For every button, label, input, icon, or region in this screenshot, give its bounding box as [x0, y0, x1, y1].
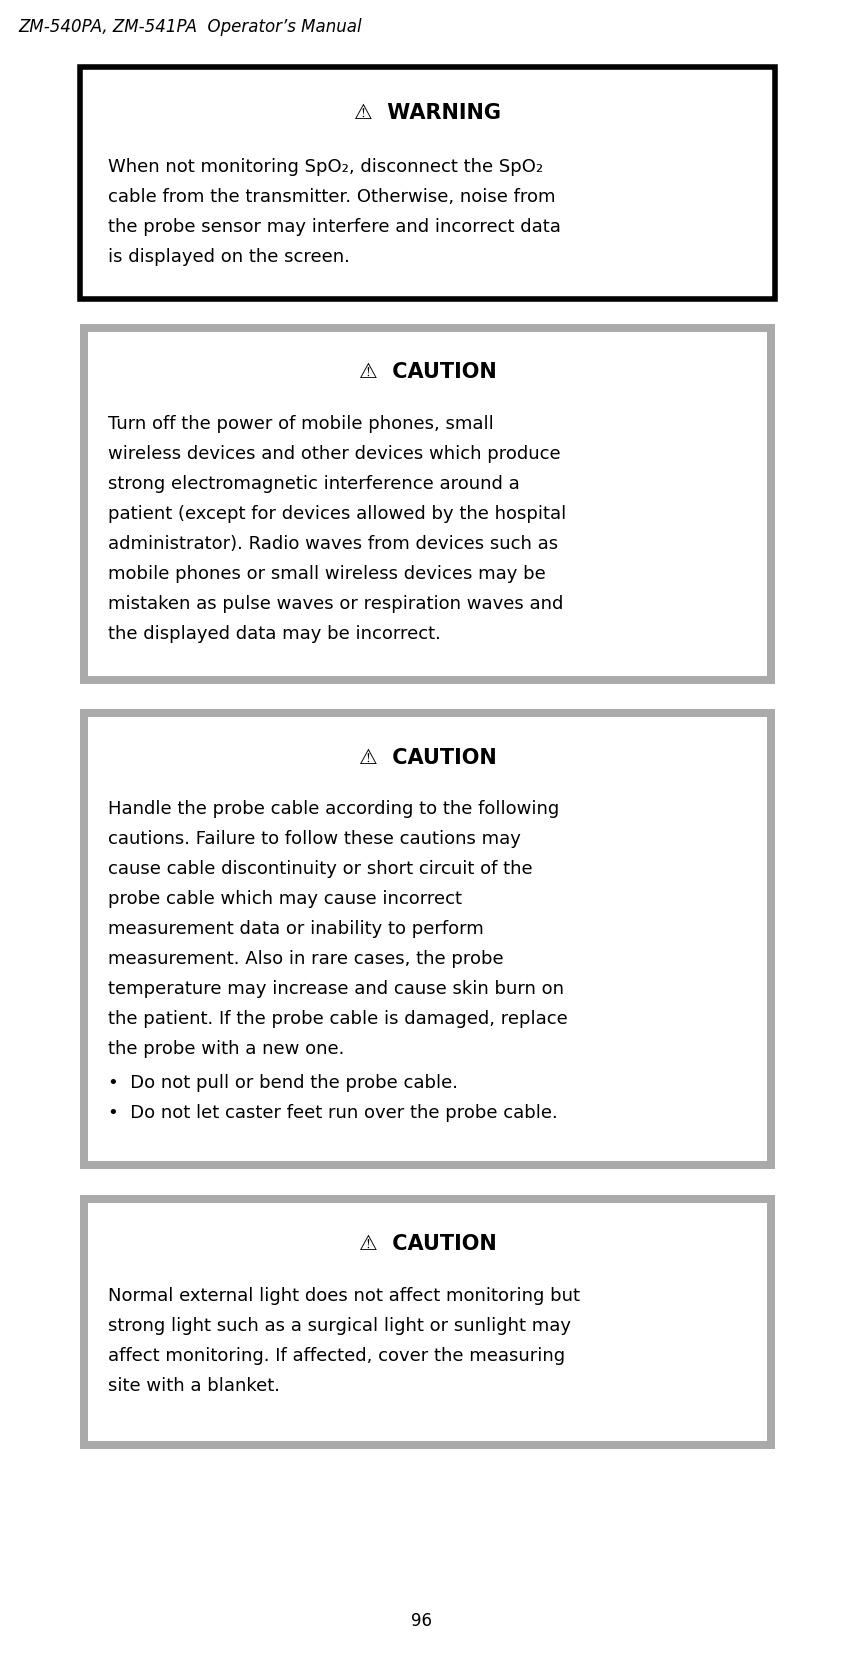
Text: 96: 96: [411, 1610, 432, 1629]
Text: Handle the probe cable according to the following: Handle the probe cable according to the …: [108, 799, 559, 818]
Bar: [88, 333, 767, 677]
Text: cause cable discontinuity or short circuit of the: cause cable discontinuity or short circu…: [108, 859, 533, 877]
Bar: [80, 68, 775, 300]
Text: ⚠  CAUTION: ⚠ CAUTION: [358, 362, 497, 382]
Text: •  Do not let caster feet run over the probe cable.: • Do not let caster feet run over the pr…: [108, 1104, 558, 1122]
Text: strong electromagnetic interference around a: strong electromagnetic interference arou…: [108, 475, 520, 493]
Text: the patient. If the probe cable is damaged, replace: the patient. If the probe cable is damag…: [108, 1010, 567, 1028]
Bar: [88, 1203, 767, 1442]
Text: ZM-540PA, ZM-541PA  Operator’s Manual: ZM-540PA, ZM-541PA Operator’s Manual: [18, 18, 362, 36]
Bar: [80, 1195, 775, 1450]
Text: affect monitoring. If affected, cover the measuring: affect monitoring. If affected, cover th…: [108, 1346, 565, 1364]
Text: the probe with a new one.: the probe with a new one.: [108, 1039, 345, 1058]
Text: Turn off the power of mobile phones, small: Turn off the power of mobile phones, sma…: [108, 415, 494, 432]
Text: ⚠  CAUTION: ⚠ CAUTION: [358, 748, 497, 768]
Text: measurement data or inability to perform: measurement data or inability to perform: [108, 920, 484, 937]
Text: the displayed data may be incorrect.: the displayed data may be incorrect.: [108, 624, 441, 642]
Bar: [88, 718, 767, 1162]
Text: ⚠  CAUTION: ⚠ CAUTION: [358, 1233, 497, 1253]
Text: temperature may increase and cause skin burn on: temperature may increase and cause skin …: [108, 980, 564, 998]
Text: site with a blanket.: site with a blanket.: [108, 1377, 280, 1394]
Text: cautions. Failure to follow these cautions may: cautions. Failure to follow these cautio…: [108, 829, 521, 847]
Text: mobile phones or small wireless devices may be: mobile phones or small wireless devices …: [108, 564, 545, 583]
Text: When not monitoring SpO₂, disconnect the SpO₂: When not monitoring SpO₂, disconnect the…: [108, 157, 543, 175]
Text: mistaken as pulse waves or respiration waves and: mistaken as pulse waves or respiration w…: [108, 594, 563, 612]
Text: is displayed on the screen.: is displayed on the screen.: [108, 248, 350, 266]
Text: probe cable which may cause incorrect: probe cable which may cause incorrect: [108, 889, 462, 907]
Text: patient (except for devices allowed by the hospital: patient (except for devices allowed by t…: [108, 505, 566, 523]
Bar: [80, 324, 775, 685]
Text: measurement. Also in rare cases, the probe: measurement. Also in rare cases, the pro…: [108, 950, 503, 968]
Text: wireless devices and other devices which produce: wireless devices and other devices which…: [108, 445, 561, 463]
Bar: [80, 710, 775, 1170]
Text: the probe sensor may interfere and incorrect data: the probe sensor may interfere and incor…: [108, 218, 561, 237]
Text: •  Do not pull or bend the probe cable.: • Do not pull or bend the probe cable.: [108, 1074, 458, 1091]
Text: ⚠  WARNING: ⚠ WARNING: [354, 103, 501, 122]
Text: administrator). Radio waves from devices such as: administrator). Radio waves from devices…: [108, 535, 558, 553]
Text: strong light such as a surgical light or sunlight may: strong light such as a surgical light or…: [108, 1316, 571, 1334]
Text: cable from the transmitter. Otherwise, noise from: cable from the transmitter. Otherwise, n…: [108, 189, 556, 205]
Text: Normal external light does not affect monitoring but: Normal external light does not affect mo…: [108, 1286, 580, 1304]
